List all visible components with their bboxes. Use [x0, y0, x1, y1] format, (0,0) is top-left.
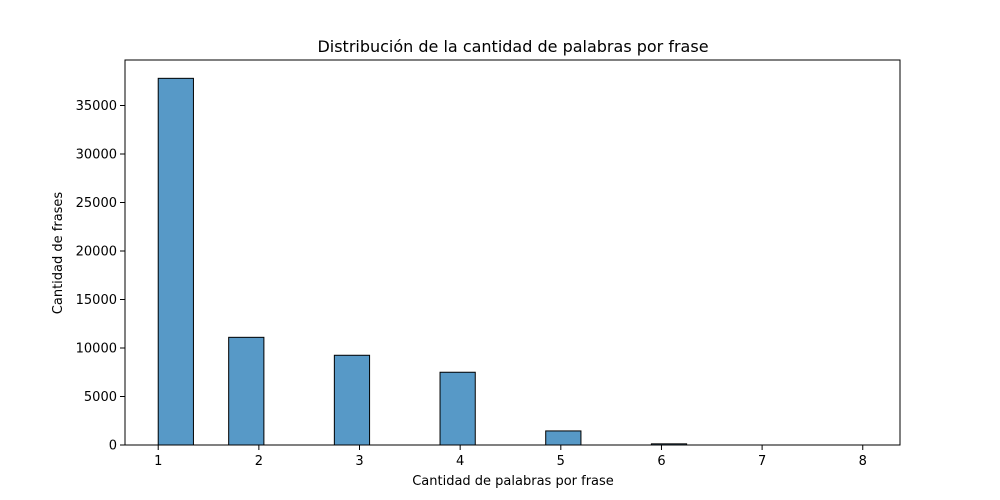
y-tick-label: 10000 [76, 341, 117, 356]
x-tick-label: 6 [657, 454, 665, 469]
x-tick-label: 2 [255, 454, 263, 469]
histogram-bar-4 [439, 371, 476, 446]
y-tick-label: 35000 [76, 99, 117, 114]
x-axis-label: Cantidad de palabras por frase [412, 474, 614, 489]
x-tick-label: 8 [859, 454, 867, 469]
chart-title: Distribución de la cantidad de palabras … [317, 37, 708, 56]
y-axis-ticks: 0 5000 10000 15000 20000 25000 30000 35000 [76, 99, 125, 454]
bars-group [157, 77, 688, 446]
y-tick-label: 0 [109, 439, 117, 454]
y-tick-label: 15000 [76, 293, 117, 308]
histogram-bar-2 [228, 336, 265, 446]
histogram-bar-3 [333, 354, 371, 446]
x-tick-label: 5 [557, 454, 565, 469]
y-tick-label: 25000 [76, 196, 117, 211]
x-tick-label: 4 [456, 454, 464, 469]
plot-frame [124, 59, 901, 446]
y-tick-label: 5000 [84, 390, 117, 405]
x-tick-label: 1 [154, 454, 162, 469]
histogram-bar-5 [545, 430, 582, 446]
y-axis-label: Cantidad de frases [51, 192, 66, 315]
x-tick-label: 3 [355, 454, 363, 469]
x-axis-ticks: 1 2 3 4 5 6 7 8 [154, 445, 867, 469]
y-tick-label: 30000 [76, 147, 117, 162]
x-tick-label: 7 [758, 454, 766, 469]
histogram-bar-1 [157, 77, 194, 446]
y-tick-label: 20000 [76, 244, 117, 259]
